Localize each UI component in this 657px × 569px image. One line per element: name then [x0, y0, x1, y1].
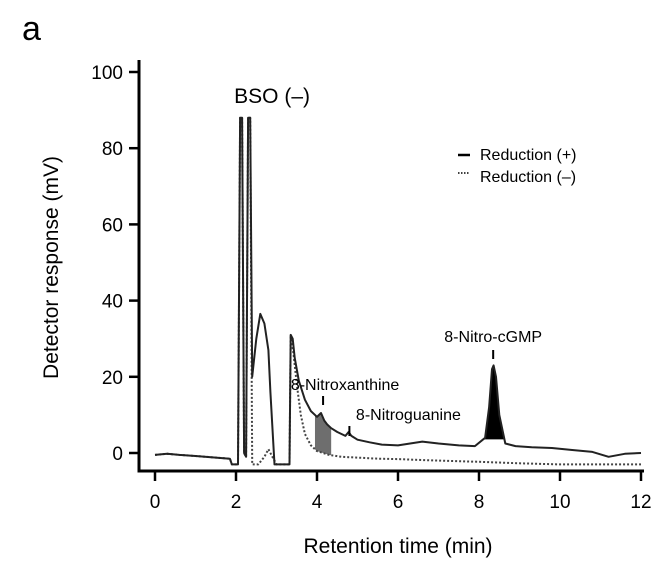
- y-tick-label: 100: [91, 63, 123, 84]
- x-tick-label: 10: [549, 492, 570, 513]
- y-axis-title: Detector response (mV): [40, 156, 63, 379]
- annotations: BSO (–) 8-Nitroxanthine 8-Nitroguanine 8-Ni…: [234, 85, 542, 436]
- y-tick-label: 40: [102, 292, 123, 313]
- x-tick-label: 2: [231, 492, 242, 513]
- x-tick-label: 8: [474, 492, 485, 513]
- plot-area: [154, 116, 642, 466]
- y-tick-label: 80: [102, 139, 123, 160]
- annotation-nitroxanthine: 8-Nitroxanthine: [291, 377, 400, 394]
- annotation-nitroguanine: 8-Nitroguanine: [356, 407, 461, 424]
- panel-label: a: [22, 10, 41, 48]
- x-tick-label: 0: [150, 492, 161, 513]
- legend: Reduction (+) Reduction (–): [458, 147, 577, 186]
- x-tick-label: 12: [630, 492, 651, 513]
- x-axis-title: Retention time (min): [303, 535, 492, 558]
- y-tick-label: 20: [102, 368, 123, 389]
- axes: 0 20 40 60 80 100 0 2 4 6 8 10 12 Retention time (min…: [40, 60, 652, 558]
- peak-fill-nitroxanthine: [314, 412, 332, 456]
- y-tick-label: 0: [112, 444, 123, 465]
- y-tick-label: 60: [102, 215, 123, 236]
- x-tick-label: 4: [312, 492, 323, 513]
- legend-label-reduction-plus: Reduction (+): [480, 147, 577, 164]
- annotation-nitro-cgmp: 8-Nitro-cGMP: [444, 329, 542, 346]
- annotation-bso: BSO (–): [234, 85, 310, 108]
- legend-label-reduction-minus: Reduction (–): [480, 169, 576, 186]
- x-tick-label: 6: [393, 492, 404, 513]
- series-line-reduction-plus: [154, 116, 642, 466]
